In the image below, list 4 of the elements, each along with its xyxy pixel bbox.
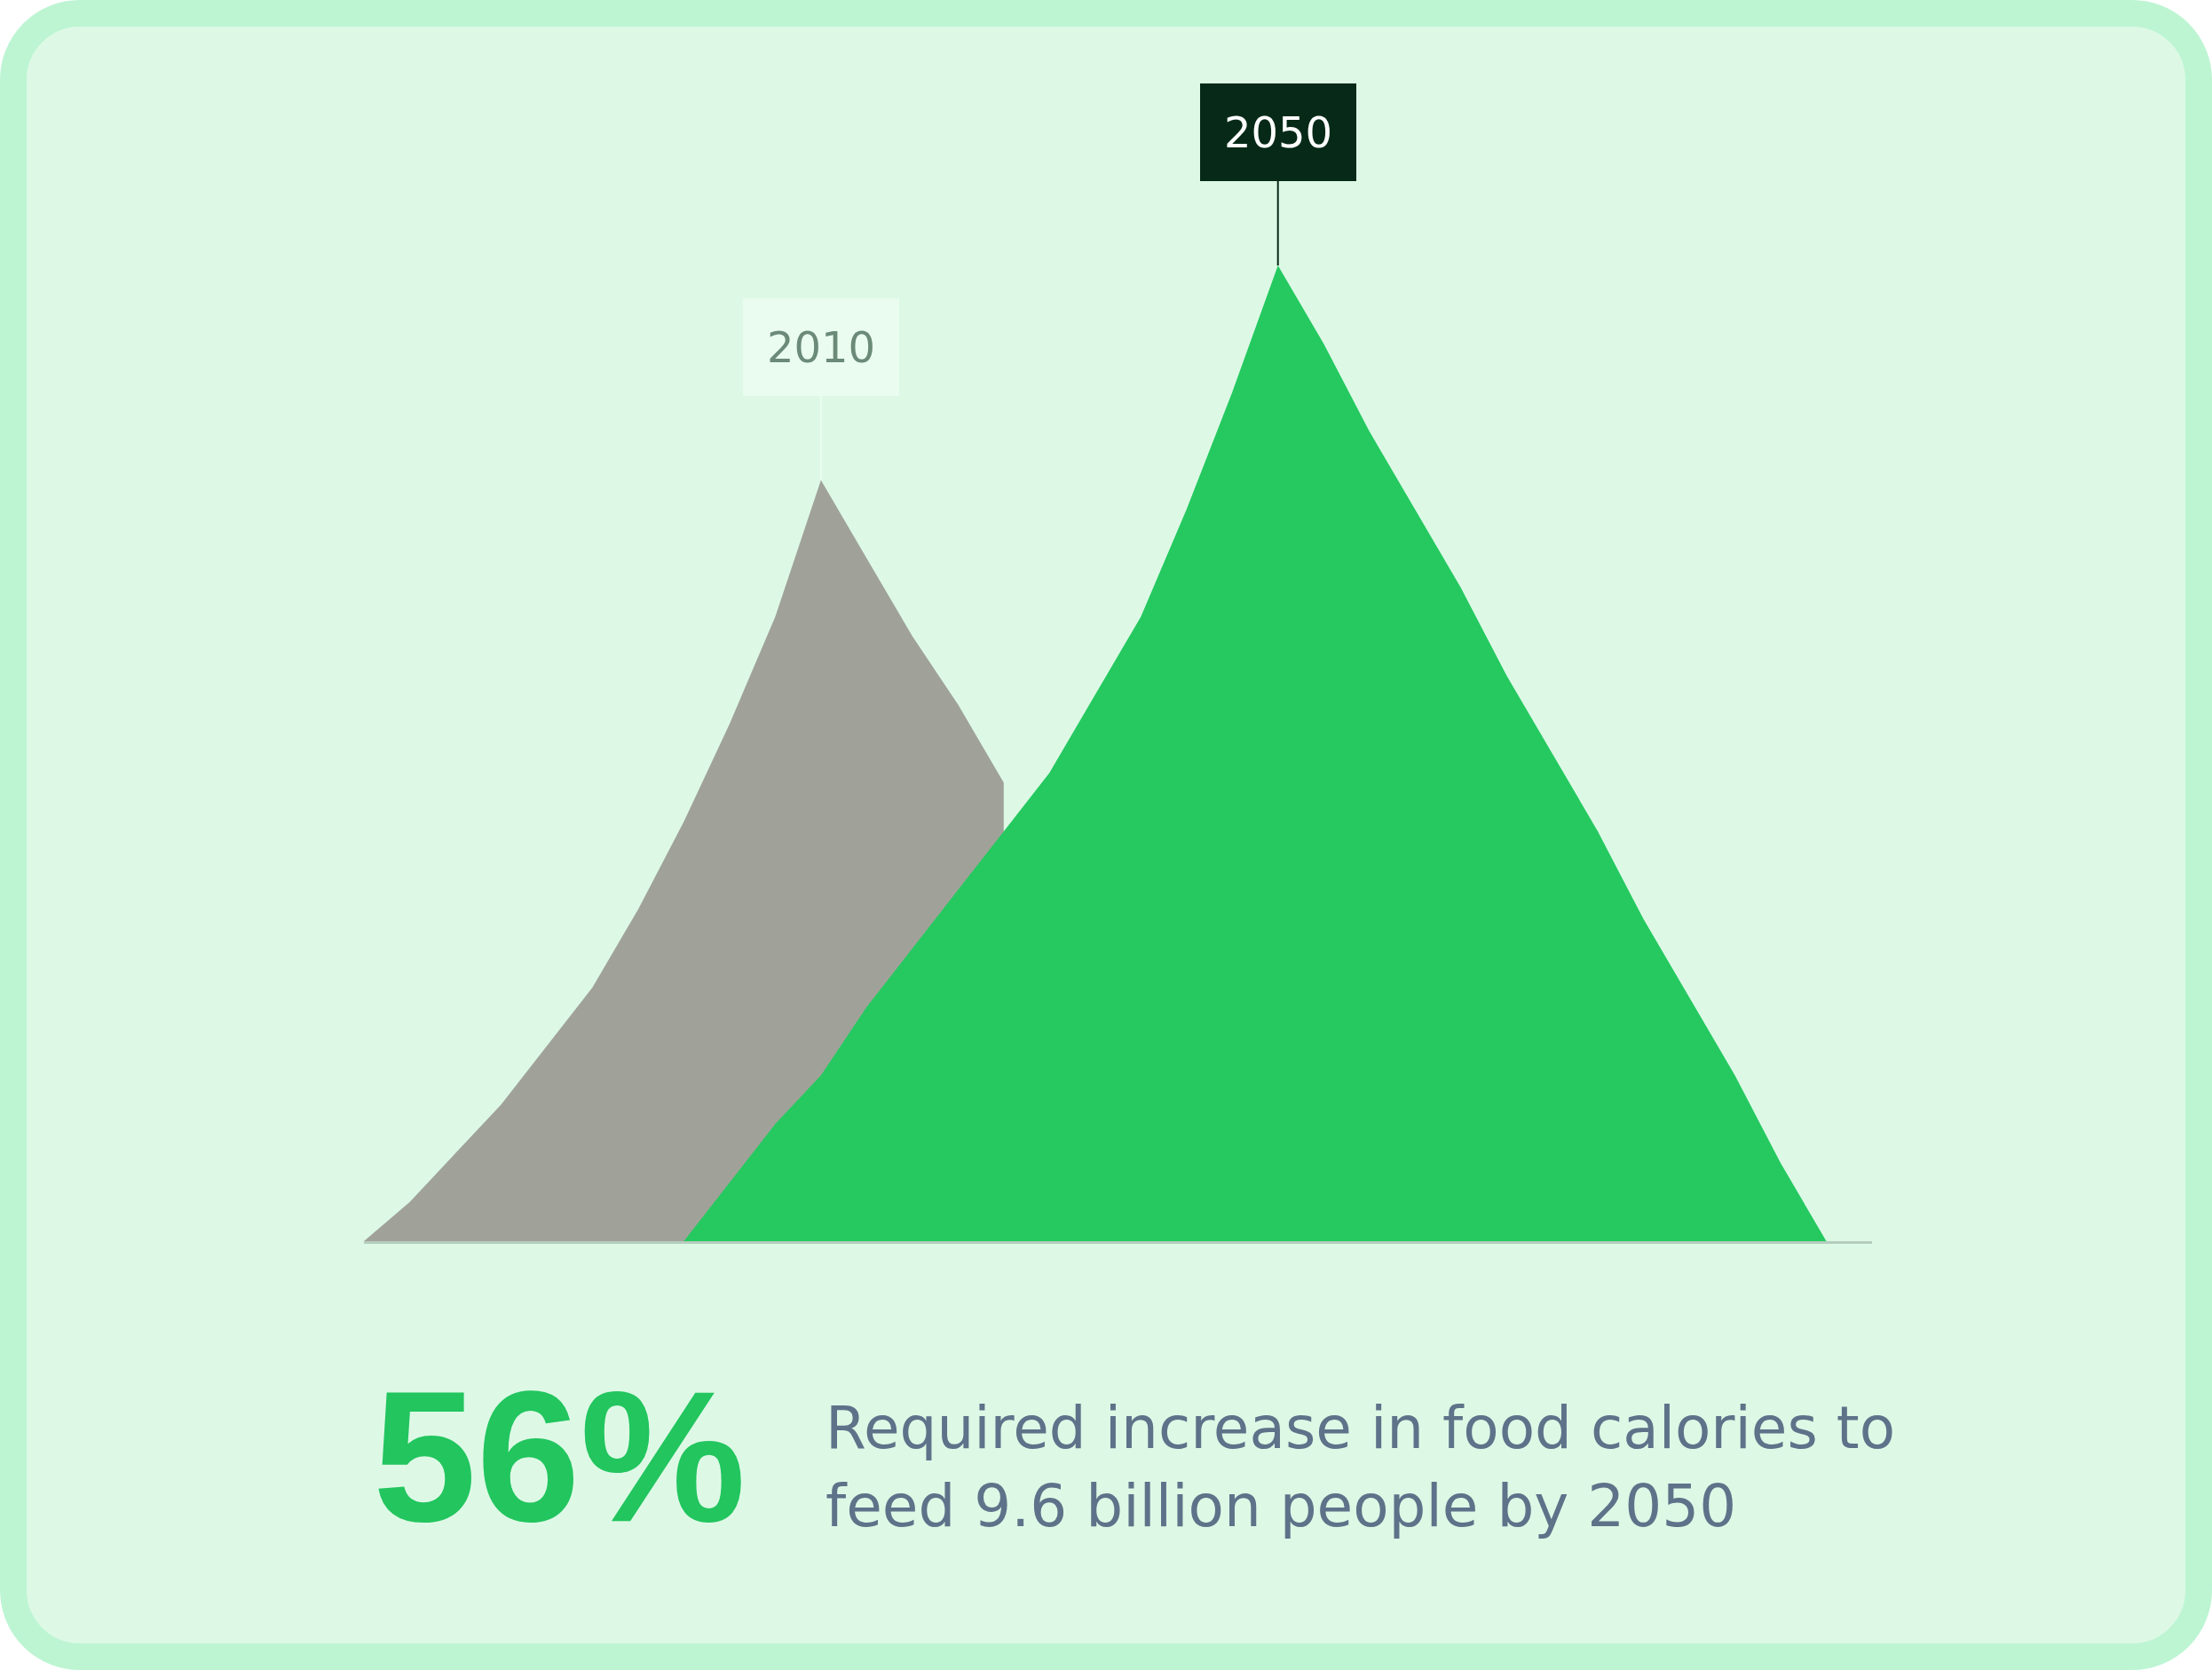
text: 2010 [767, 322, 876, 372]
text: 2050 [1224, 107, 1333, 157]
text: Required increase in food calories to feed 9.6 billion people by 2050 [826, 1393, 1897, 1542]
text: 56% [373, 1351, 747, 1563]
